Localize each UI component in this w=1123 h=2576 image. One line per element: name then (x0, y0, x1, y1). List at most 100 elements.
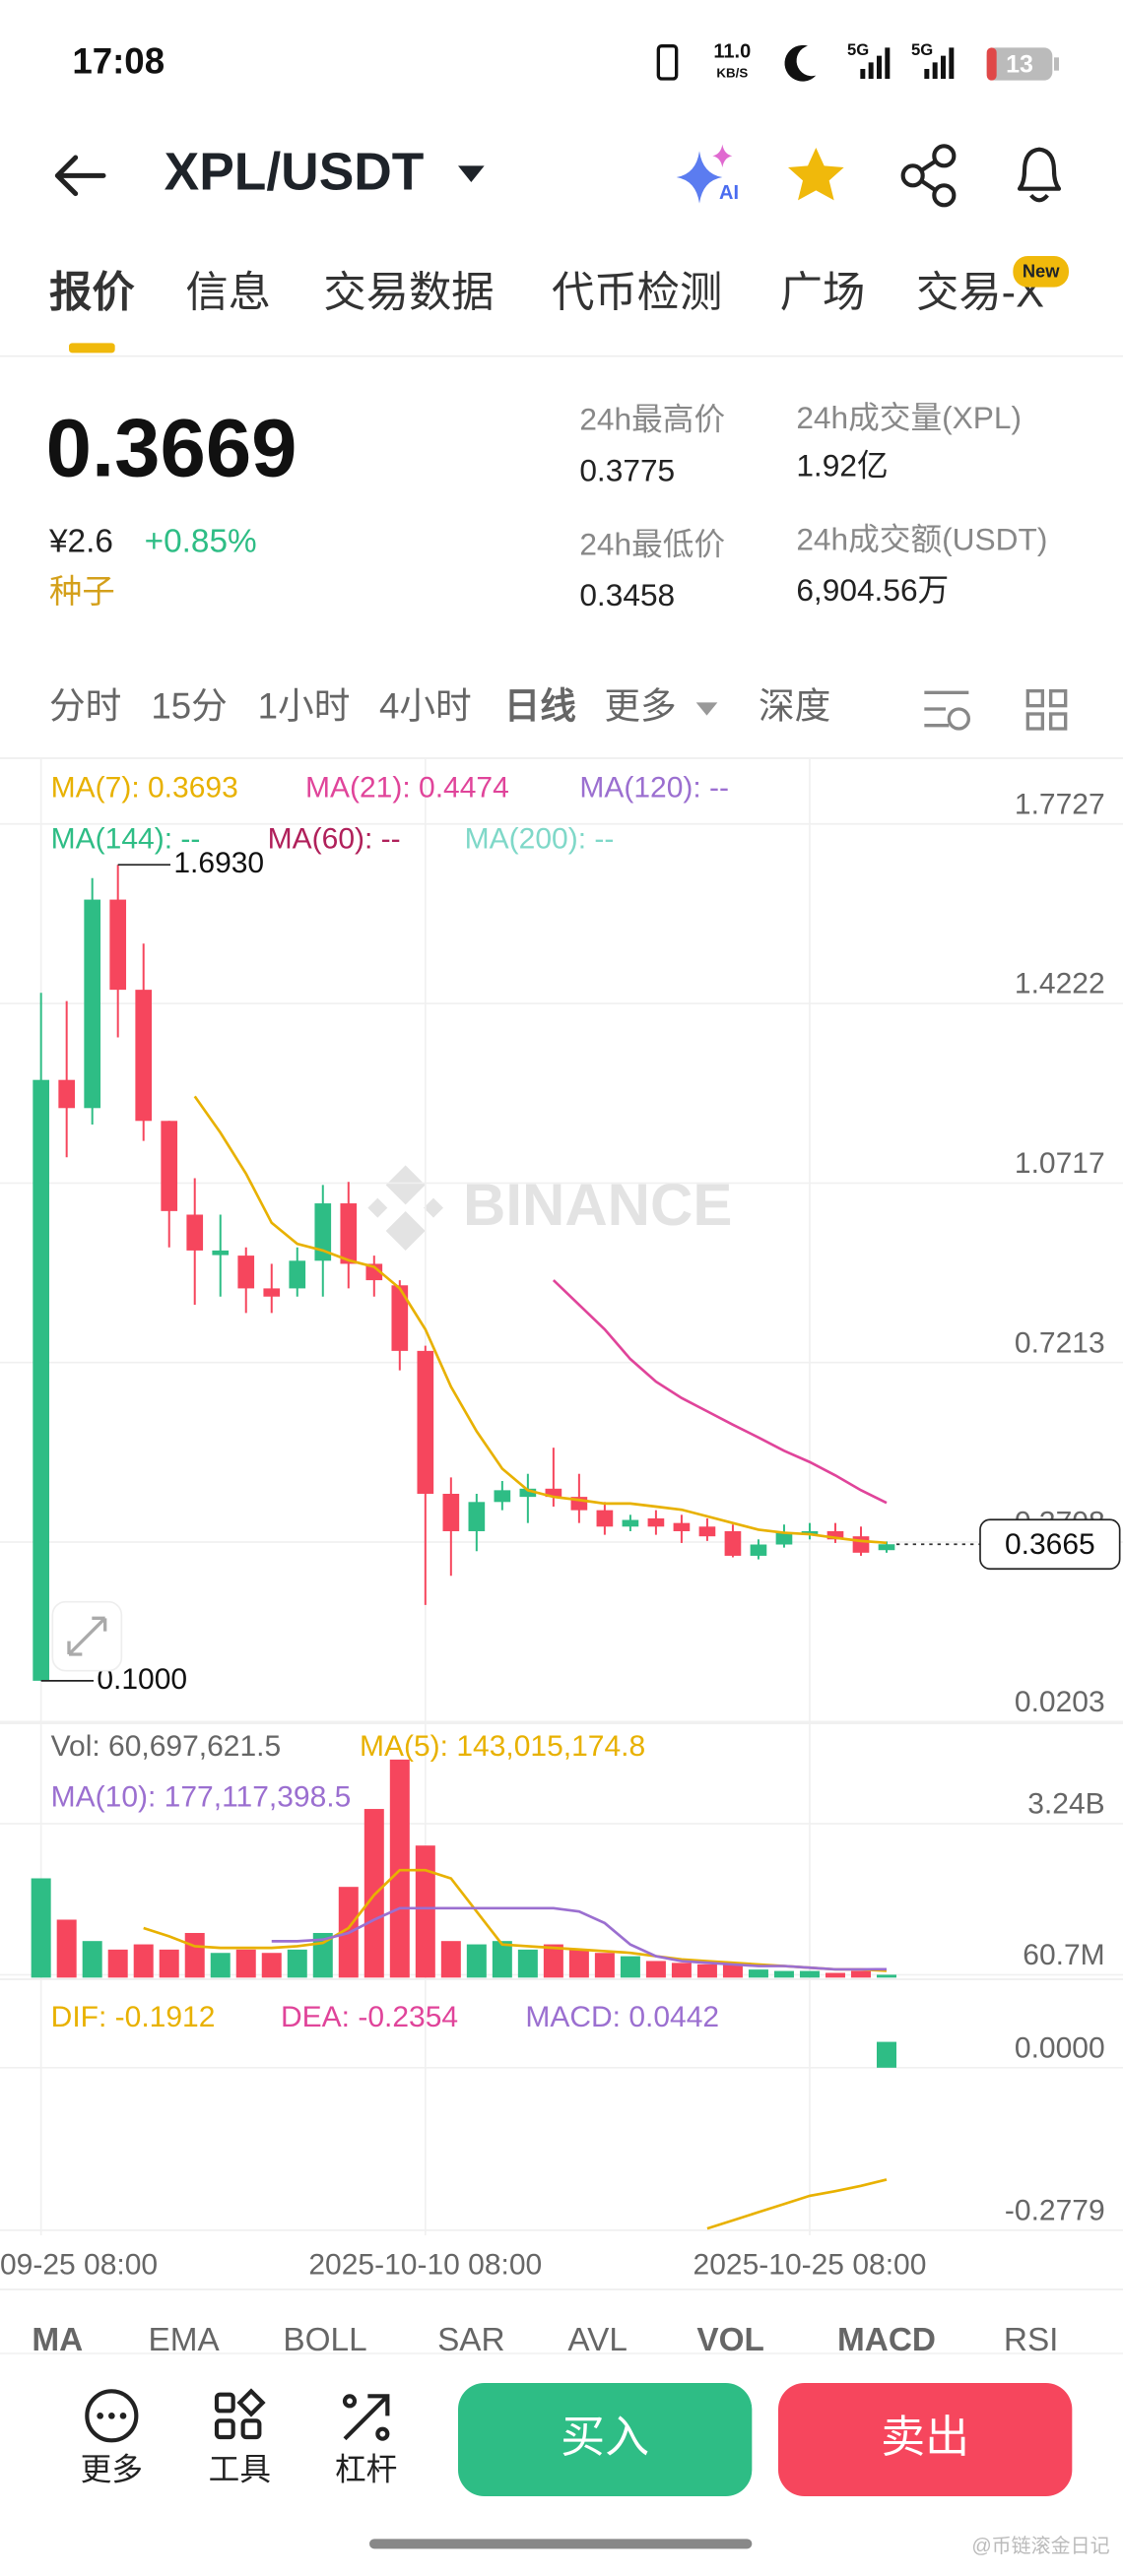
stat-label: 24h最低价 (579, 526, 725, 561)
interval[interactable]: 1小时 (258, 686, 351, 727)
candle-body (58, 1079, 76, 1109)
stat-value: 0.3775 (579, 452, 675, 487)
tab[interactable]: 信息 (185, 269, 271, 316)
battery-text: 13 (1006, 50, 1033, 78)
legend-entry: MA(5): 143,015,174.8 (360, 1730, 645, 1763)
share-icon[interactable] (900, 144, 957, 208)
buy-label[interactable]: 买入 (561, 2412, 649, 2462)
toolbar-label[interactable]: 工具 (209, 2451, 271, 2486)
indicator-tab[interactable]: VOL (696, 2322, 764, 2358)
candle-body (442, 1494, 460, 1531)
y-tick-label: 1.0717 (1015, 1147, 1105, 1180)
sell-button[interactable] (778, 2383, 1073, 2496)
interval[interactable]: 4小时 (379, 686, 472, 727)
tools-icon[interactable] (214, 2388, 266, 2440)
back-button[interactable] (54, 155, 106, 197)
volume-ma-line (271, 1906, 888, 1971)
indicator-tab[interactable]: MA (32, 2322, 83, 2358)
volume-bar (184, 1932, 205, 1978)
tab[interactable]: 广场 (780, 269, 866, 316)
volume-bar (82, 1941, 102, 1978)
legend-entry: DIF: -0.1912 (51, 2001, 216, 2033)
tab[interactable]: 报价 (49, 269, 135, 316)
candle-body (878, 1544, 895, 1551)
more-dropdown[interactable] (695, 702, 718, 716)
interval[interactable]: 分时 (49, 686, 121, 727)
ai-icon[interactable] (676, 151, 723, 204)
tab[interactable]: 交易数据 (323, 269, 494, 316)
candle-body (391, 1285, 409, 1351)
interval[interactable]: 15分 (151, 686, 227, 727)
favorite-star[interactable] (788, 148, 844, 201)
last-price: 0.3669 (46, 403, 297, 494)
x-tick-label: 2025-10-10 08:00 (308, 2249, 542, 2282)
candle-body (314, 1203, 332, 1261)
volume-bar (107, 1949, 128, 1978)
volume-bar (31, 1878, 51, 1978)
volume-bar (466, 1944, 487, 1978)
volume-bar (261, 1953, 282, 1978)
chart-settings-icon[interactable] (924, 690, 970, 731)
indicator-tab[interactable]: AVL (567, 2322, 628, 2358)
interval[interactable]: 日线 (504, 686, 576, 727)
x-tick-label: 2025-10-25 08:00 (694, 2249, 927, 2282)
x-tick-label: 2025-09-25 08:00 (0, 2249, 158, 2282)
indicator-tab[interactable]: SAR (437, 2322, 505, 2358)
candle-body (698, 1526, 716, 1537)
footer-watermark: @币链滚金日记 (971, 2535, 1109, 2557)
candle-body (750, 1544, 767, 1556)
toolbar-label[interactable]: 更多 (81, 2451, 143, 2486)
volume-bar (825, 1972, 845, 1978)
pair-title[interactable]: XPL/USDT (165, 143, 425, 201)
net-speed: 11.0 (713, 41, 751, 63)
y-tick-label: 0.7213 (1015, 1326, 1105, 1359)
volume-bar (799, 1970, 820, 1978)
y-tick-label: 0.0000 (1015, 2031, 1105, 2064)
y-tick-label: 1.7727 (1015, 788, 1105, 820)
indicator-tab[interactable]: BOLL (283, 2322, 366, 2358)
candle-body (647, 1517, 665, 1527)
volume-bar (287, 1949, 307, 1978)
indicator-tab[interactable]: MACD (837, 2322, 936, 2358)
candle-body (417, 1350, 434, 1495)
leverage-icon[interactable] (342, 2394, 390, 2441)
battery-level (986, 47, 997, 81)
layout-icon[interactable] (1025, 689, 1068, 731)
toolbar-label[interactable]: 杠杆 (335, 2451, 397, 2486)
tab[interactable]: 代币检测 (552, 269, 722, 316)
interval[interactable]: 深度 (759, 686, 830, 727)
candle-body (161, 1121, 178, 1211)
interval[interactable]: 更多 (604, 686, 676, 727)
home-indicator (369, 2539, 753, 2549)
candle-body (622, 1519, 639, 1527)
pair-dropdown[interactable] (458, 165, 485, 183)
candle-body (494, 1490, 511, 1503)
sell-label[interactable]: 卖出 (881, 2412, 969, 2462)
signal-icon (860, 47, 891, 80)
volume-bar (696, 1964, 717, 1978)
alert-bell[interactable] (1017, 147, 1062, 203)
more-icon[interactable] (85, 2389, 139, 2443)
candle-body (775, 1532, 793, 1545)
volume-bar (594, 1953, 615, 1978)
volume-bar (210, 1953, 231, 1978)
volume-bar (517, 1949, 538, 1978)
buy-button[interactable] (458, 2383, 753, 2496)
volume-bar (620, 1956, 640, 1978)
token-tag[interactable]: 种子 (49, 574, 115, 611)
volume-ma-line (143, 1868, 888, 1972)
candle-body (596, 1510, 614, 1527)
volume-bar (722, 1964, 743, 1978)
network-label: 5G (911, 40, 933, 59)
volume-legend: Vol: 60,697,621.5 (51, 1730, 282, 1763)
stat-value: 6,904.56万 (796, 572, 949, 608)
legend-entry: MA(144): -- (51, 822, 201, 855)
last-price-box (979, 1518, 1121, 1571)
dif-line (706, 2178, 888, 2230)
indicator-tab[interactable]: RSI (1004, 2322, 1059, 2358)
candle-body (263, 1288, 281, 1297)
candle-body (237, 1256, 255, 1289)
indicator-tab[interactable]: EMA (149, 2322, 221, 2358)
stat-value: 1.92亿 (796, 447, 888, 483)
candle-body (673, 1522, 691, 1531)
